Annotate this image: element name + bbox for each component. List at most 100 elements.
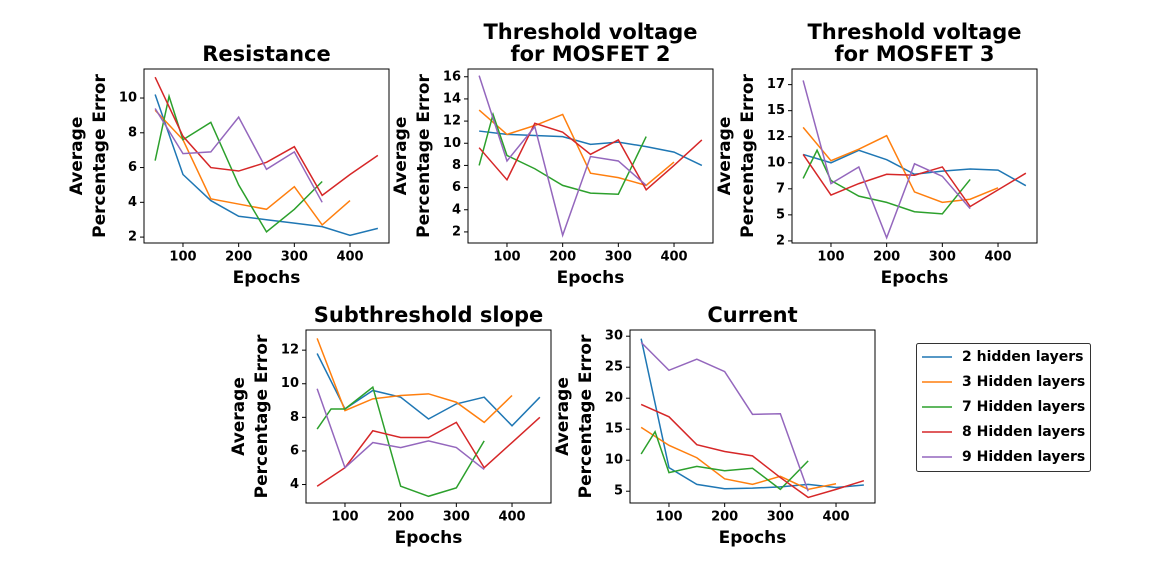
x-tick-label: 100 [817, 250, 844, 265]
x-tick-label: 200 [387, 510, 414, 525]
y-tick-label: 5 [776, 207, 785, 222]
legend-label: 7 Hidden layers [962, 399, 1085, 415]
x-tick-label: 300 [605, 250, 632, 265]
plot-frame [143, 68, 390, 244]
y-axis-label: Percentage Error [738, 74, 758, 238]
y-tick-label: 16 [443, 69, 461, 84]
x-tick-label: 100 [655, 510, 682, 525]
y-tick-label: 7 [776, 181, 785, 196]
y-tick-label: 4 [128, 195, 137, 210]
chart-title: Resistance [202, 42, 330, 66]
y-tick-label: 6 [128, 160, 137, 175]
y-tick-label: 17 [767, 77, 785, 92]
plot-frame [305, 329, 552, 504]
x-axis-label: Epochs [557, 268, 625, 288]
y-tick-label: 12 [443, 114, 461, 129]
y-tick-label: 15 [767, 103, 785, 118]
x-tick-label: 400 [498, 510, 525, 525]
series-line [316, 416, 541, 487]
series-line [154, 109, 351, 227]
series-line [640, 341, 809, 492]
x-tick-label: 300 [443, 510, 470, 525]
y-tick-label: 12 [281, 343, 299, 358]
y-tick-label: 10 [605, 453, 623, 468]
y-axis-label: Average [391, 117, 411, 196]
series-line [802, 80, 971, 240]
series-line [802, 149, 1027, 187]
chart-title: Subthreshold slope [314, 303, 544, 327]
series-line [316, 338, 513, 424]
y-tick-label: 10 [281, 376, 299, 391]
x-tick-label: 100 [493, 250, 520, 265]
x-tick-label: 200 [225, 250, 252, 265]
y-tick-label: 2 [776, 233, 785, 248]
series-line [802, 126, 999, 204]
y-tick-label: 20 [605, 391, 623, 406]
series-line [640, 426, 837, 491]
y-tick-label: 8 [128, 125, 137, 140]
y-tick-label: 25 [605, 360, 623, 375]
chart-title: Current [707, 303, 797, 327]
legend-box [916, 343, 1091, 472]
x-axis-label: Epochs [233, 268, 301, 288]
x-tick-label: 200 [549, 250, 576, 265]
y-axis-label: Percentage Error [414, 74, 434, 238]
legend-label: 9 Hidden layers [962, 449, 1085, 465]
x-tick-label: 200 [711, 510, 738, 525]
series-line [154, 76, 379, 197]
y-tick-label: 10 [443, 136, 461, 151]
y-tick-label: 2 [452, 224, 461, 239]
y-axis-label: Average [229, 377, 249, 456]
y-tick-label: 4 [452, 202, 461, 217]
y-tick-label: 30 [605, 329, 623, 344]
legend-label: 8 Hidden layers [962, 424, 1085, 440]
x-tick-label: 200 [873, 250, 900, 265]
series-line [316, 388, 485, 471]
x-tick-label: 400 [822, 510, 849, 525]
y-tick-label: 2 [128, 230, 137, 245]
series-line [479, 130, 703, 167]
plot-frame [791, 68, 1038, 244]
y-tick-label: 14 [443, 91, 461, 106]
y-tick-label: 5 [614, 484, 623, 499]
chart-title: for MOSFET 2 [510, 42, 670, 66]
y-tick-label: 15 [605, 422, 623, 437]
series-line [154, 108, 323, 203]
y-axis-label: Average [553, 377, 573, 456]
y-tick-label: 10 [767, 155, 785, 170]
series-line [640, 429, 809, 491]
y-axis-label: Percentage Error [576, 334, 596, 498]
x-tick-label: 400 [336, 250, 363, 265]
series-line [802, 154, 1027, 208]
x-tick-label: 300 [767, 510, 794, 525]
x-axis-label: Epochs [395, 528, 463, 548]
y-tick-label: 6 [452, 180, 461, 195]
series-line [478, 111, 647, 196]
y-tick-label: 8 [452, 158, 461, 173]
y-tick-label: 4 [290, 477, 299, 492]
y-tick-label: 10 [119, 91, 137, 106]
x-tick-label: 300 [929, 250, 956, 265]
x-tick-label: 300 [281, 250, 308, 265]
y-tick-label: 8 [290, 410, 299, 425]
chart-title: Threshold voltage [807, 20, 1021, 44]
series-line [316, 385, 485, 498]
series-line [316, 353, 541, 427]
x-axis-label: Epochs [719, 528, 787, 548]
y-axis-label: Percentage Error [252, 334, 272, 498]
x-tick-label: 100 [331, 510, 358, 525]
series-line [154, 94, 379, 237]
series-line [640, 403, 865, 499]
y-tick-label: 6 [290, 443, 299, 458]
legend-label: 2 hidden layers [962, 349, 1083, 365]
legend-label: 3 Hidden layers [962, 374, 1085, 390]
series-line [802, 148, 971, 215]
y-axis-label: Percentage Error [90, 74, 110, 238]
series-line [154, 93, 323, 234]
series-line [478, 122, 703, 191]
x-tick-label: 100 [169, 250, 196, 265]
x-axis-label: Epochs [881, 268, 949, 288]
y-tick-label: 12 [767, 129, 785, 144]
chart-title: for MOSFET 3 [834, 42, 994, 66]
